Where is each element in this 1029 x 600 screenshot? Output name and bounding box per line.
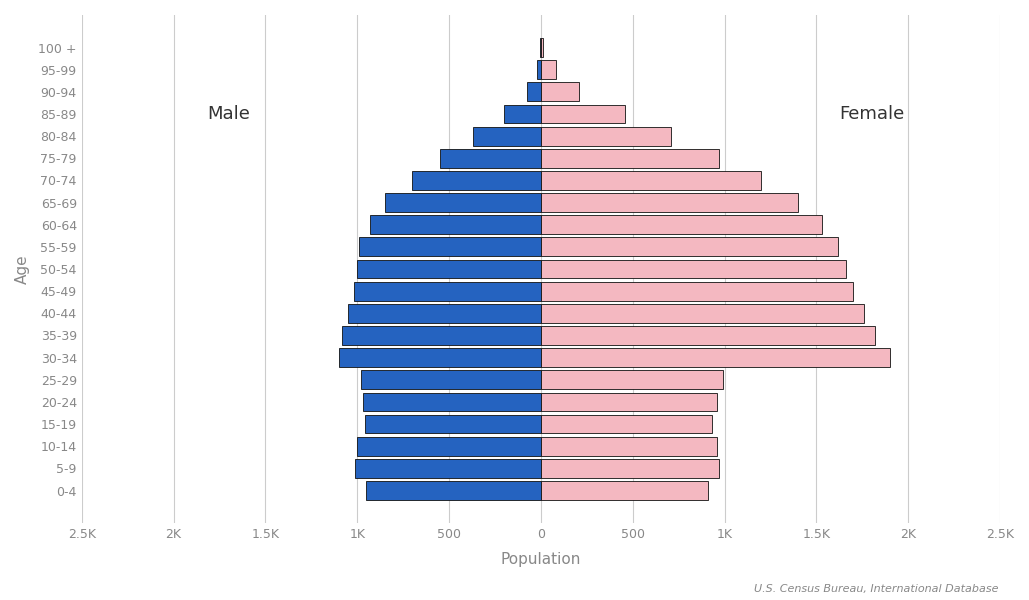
- Bar: [357, 437, 541, 455]
- Bar: [473, 127, 541, 146]
- Bar: [541, 238, 839, 256]
- Bar: [385, 193, 541, 212]
- Bar: [541, 82, 579, 101]
- Text: Female: Female: [839, 105, 904, 123]
- Bar: [541, 171, 761, 190]
- Bar: [541, 437, 717, 455]
- Bar: [541, 481, 708, 500]
- Bar: [527, 82, 541, 101]
- Bar: [364, 415, 541, 433]
- Bar: [348, 304, 541, 323]
- Bar: [541, 415, 712, 433]
- Bar: [355, 459, 541, 478]
- Bar: [541, 392, 717, 412]
- Bar: [413, 171, 541, 190]
- Bar: [541, 104, 626, 124]
- Bar: [439, 149, 541, 167]
- Bar: [541, 60, 556, 79]
- X-axis label: Population: Population: [501, 552, 581, 567]
- Bar: [541, 348, 890, 367]
- Bar: [359, 238, 541, 256]
- Bar: [541, 459, 719, 478]
- Bar: [366, 481, 541, 500]
- Bar: [541, 304, 864, 323]
- Bar: [343, 326, 541, 345]
- Y-axis label: Age: Age: [15, 254, 30, 284]
- Bar: [537, 60, 541, 79]
- Bar: [354, 282, 541, 301]
- Bar: [541, 149, 719, 167]
- Bar: [541, 282, 853, 301]
- Bar: [370, 215, 541, 234]
- Bar: [339, 348, 541, 367]
- Bar: [362, 392, 541, 412]
- Bar: [361, 370, 541, 389]
- Text: Male: Male: [207, 105, 250, 123]
- Text: U.S. Census Bureau, International Database: U.S. Census Bureau, International Databa…: [753, 584, 998, 594]
- Bar: [541, 38, 543, 57]
- Bar: [541, 127, 671, 146]
- Bar: [541, 215, 822, 234]
- Bar: [541, 370, 722, 389]
- Bar: [541, 326, 875, 345]
- Bar: [504, 104, 541, 124]
- Bar: [541, 193, 797, 212]
- Bar: [357, 260, 541, 278]
- Bar: [541, 260, 846, 278]
